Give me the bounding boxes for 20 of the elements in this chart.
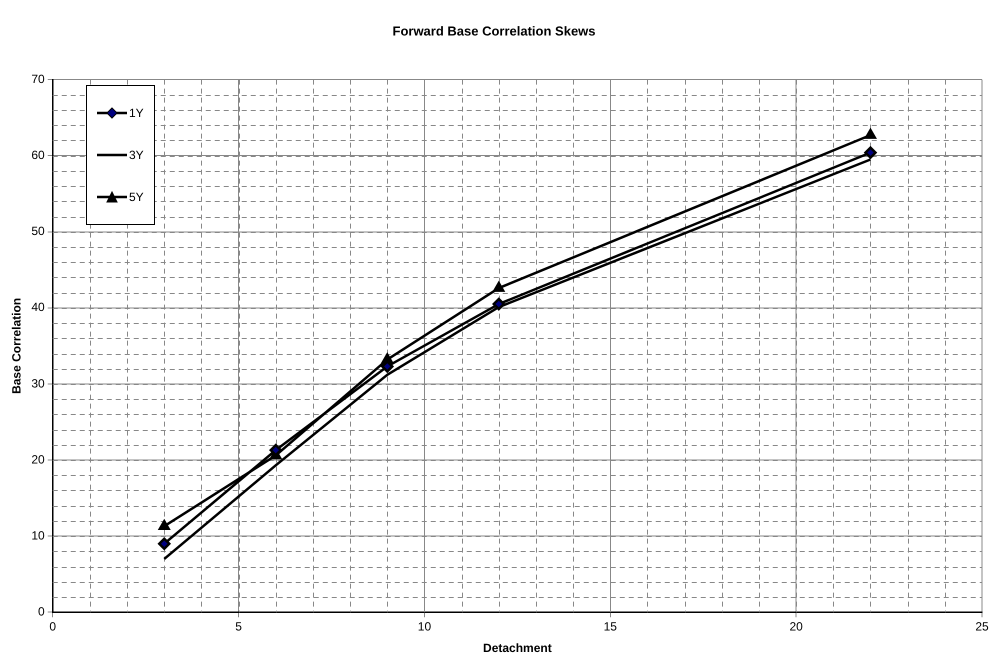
y-tick-label: 30 xyxy=(31,376,46,390)
x-tick-label: 0 xyxy=(49,620,56,634)
chart-title: Forward Base Correlation Skews xyxy=(392,23,596,38)
x-tick-label: 15 xyxy=(604,620,618,634)
y-tick-label: 60 xyxy=(31,148,46,162)
legend-label: 3Y xyxy=(129,148,144,162)
legend-label: 5Y xyxy=(129,190,144,204)
y-tick-label: 0 xyxy=(38,604,46,619)
y-tick-label: 40 xyxy=(31,300,46,314)
x-axis-title: Detachment xyxy=(483,641,552,656)
y-tick-label: 50 xyxy=(31,224,46,238)
legend-label: 1Y xyxy=(129,106,144,120)
y-axis-title: Base Correlation xyxy=(10,298,24,394)
y-tick-label: 20 xyxy=(31,452,46,466)
x-tick-label: 5 xyxy=(235,620,242,634)
x-tick-label: 10 xyxy=(418,620,432,634)
y-tick-label: 10 xyxy=(31,528,46,542)
x-tick-label: 20 xyxy=(789,620,804,634)
x-tick-label: 25 xyxy=(975,620,989,634)
y-tick-label: 70 xyxy=(31,72,46,86)
